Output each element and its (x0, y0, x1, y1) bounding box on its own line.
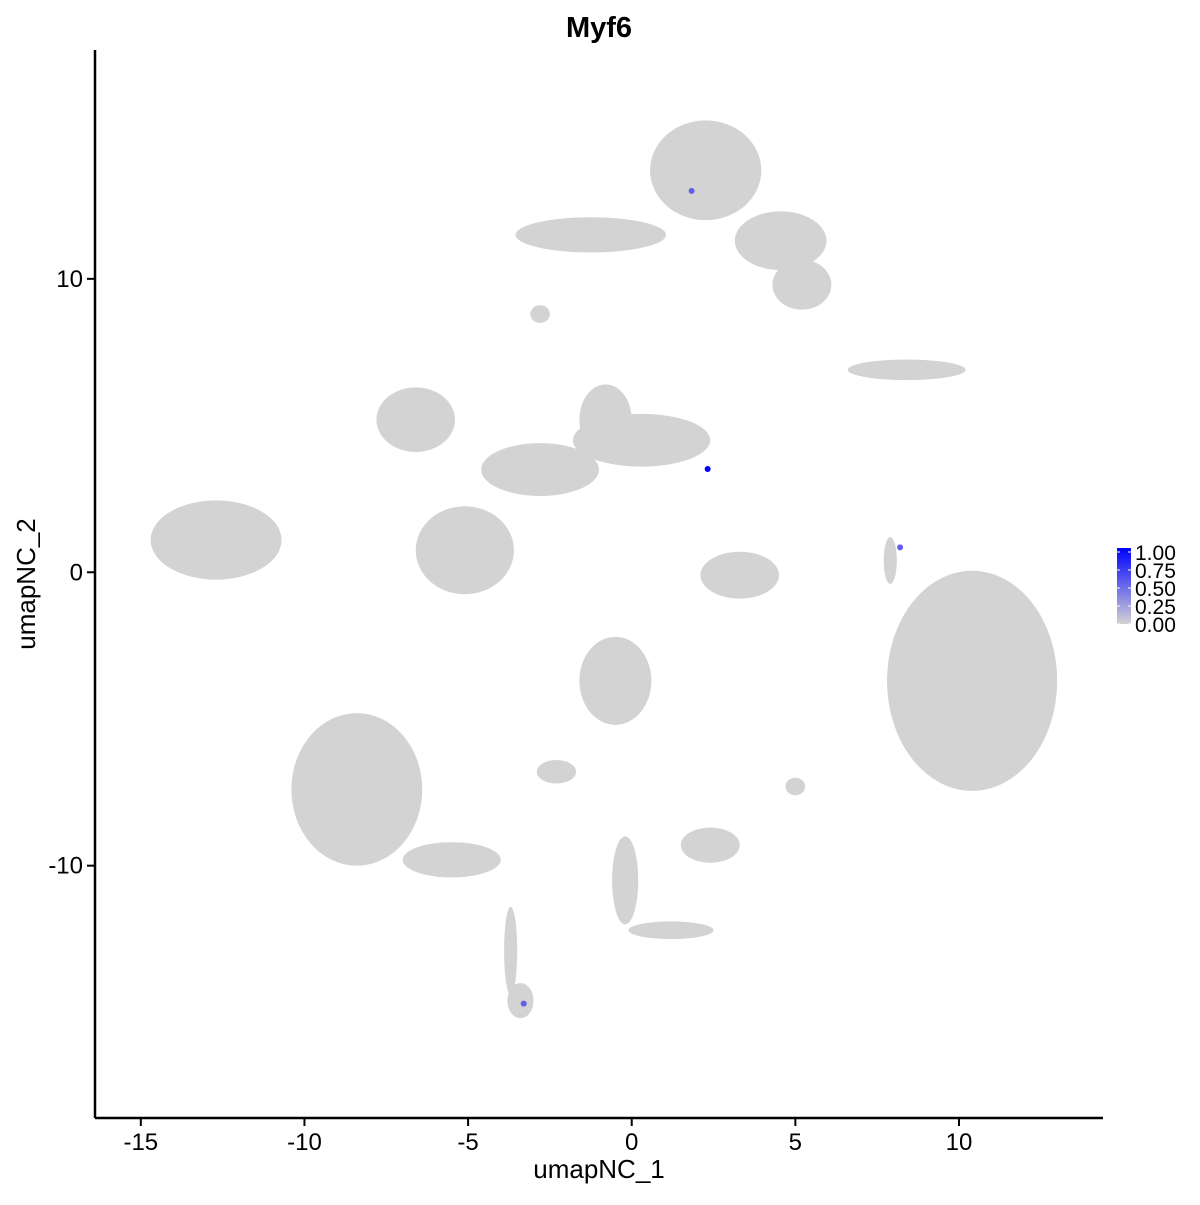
cell-cluster (700, 551, 780, 599)
x-tick-label: 5 (789, 1129, 802, 1156)
cell-cluster (291, 713, 423, 866)
cell-cluster (536, 760, 577, 784)
cell-cluster (481, 443, 599, 496)
expressing-points-layer (520, 187, 904, 1007)
cell-cluster (887, 570, 1058, 791)
cell-cluster (650, 120, 762, 221)
colorbar-labels: 1.000.750.500.250.00 (1117, 542, 1176, 637)
cell-cluster (515, 217, 667, 253)
x-tick-label: -10 (287, 1129, 322, 1156)
y-tick-label: 10 (56, 266, 83, 293)
cell-cluster (680, 827, 740, 863)
cell-cluster (530, 305, 550, 323)
cell-cluster (150, 500, 282, 580)
cell-cluster (785, 777, 806, 796)
chart-title: Myf6 (566, 12, 632, 44)
x-axis-label: umapNC_1 (533, 1154, 665, 1184)
cell-cluster (734, 211, 827, 271)
expressing-cell-point (520, 1000, 527, 1007)
expressing-cell-point (688, 187, 695, 194)
cluster-layer (150, 120, 1058, 1019)
y-ticks: -10 0 10 (48, 266, 95, 880)
y-tick-label: -10 (48, 853, 83, 880)
cell-cluster (402, 842, 501, 878)
y-axis-label: umapNC_2 (11, 518, 41, 650)
x-tick-label: 0 (625, 1129, 638, 1156)
expressing-cell-point (897, 544, 904, 551)
colorbar-label: 0.75 (1135, 560, 1176, 583)
colorbar-label: 0.50 (1135, 578, 1176, 601)
cell-cluster (847, 359, 966, 381)
cell-cluster (579, 636, 652, 725)
x-tick-label: -5 (457, 1129, 478, 1156)
cell-cluster (507, 983, 534, 1019)
cell-cluster (883, 537, 897, 584)
colorbar-label: 0.25 (1135, 596, 1176, 619)
x-ticks: -15 -10 -5 0 5 10 (123, 1118, 972, 1156)
cell-cluster (612, 836, 639, 925)
colorbar-label: 0.00 (1135, 614, 1176, 637)
x-tick-label: 10 (946, 1129, 973, 1156)
colorbar (1117, 548, 1131, 624)
cell-cluster (376, 387, 455, 452)
cell-cluster (579, 384, 632, 455)
y-tick-label: 0 (70, 559, 83, 586)
x-tick-label: -15 (123, 1129, 158, 1156)
cell-cluster (504, 906, 518, 995)
cell-cluster (772, 259, 832, 310)
colorbar-label: 1.00 (1135, 542, 1176, 565)
cell-cluster (628, 921, 714, 940)
cell-cluster (415, 506, 514, 595)
expressing-cell-point (704, 465, 711, 472)
